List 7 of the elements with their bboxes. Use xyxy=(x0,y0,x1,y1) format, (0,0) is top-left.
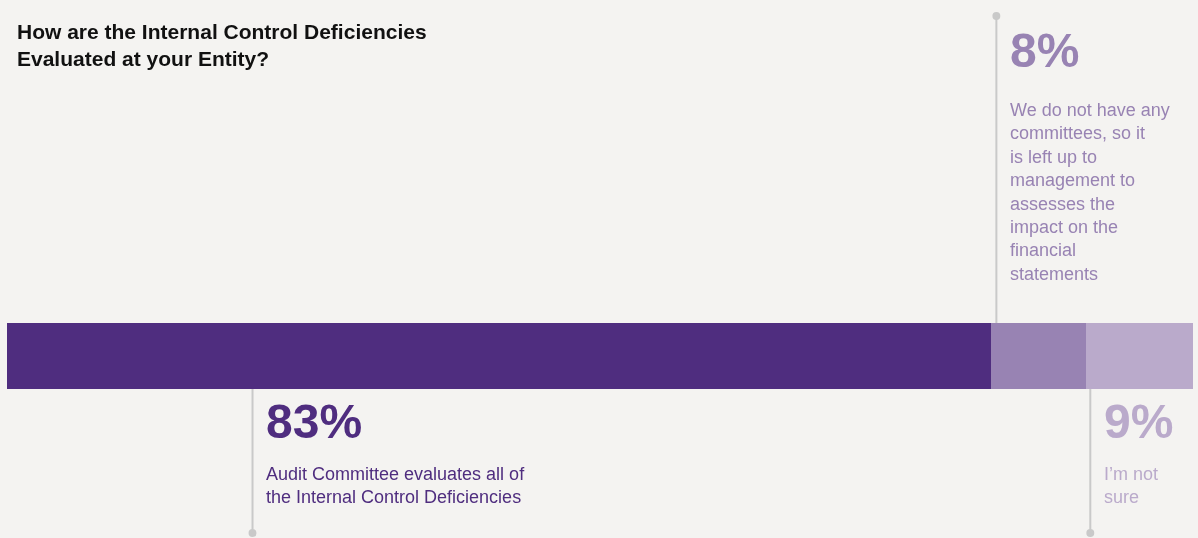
data-label: 9% xyxy=(1104,395,1174,448)
data-label: 8% xyxy=(1010,24,1080,77)
text: Audit Committee evaluates all of the Internal Control Deficiencies xyxy=(266,464,526,508)
data-label: 83% xyxy=(266,395,363,448)
text: We do not have any committees, so it is left up to management to assesses the impact on the financial statements xyxy=(1010,100,1170,284)
text: I’m not sure xyxy=(1104,464,1159,508)
chart-title: How are the Internal Control Deficiencies Evaluated at your Entity? xyxy=(17,20,427,71)
